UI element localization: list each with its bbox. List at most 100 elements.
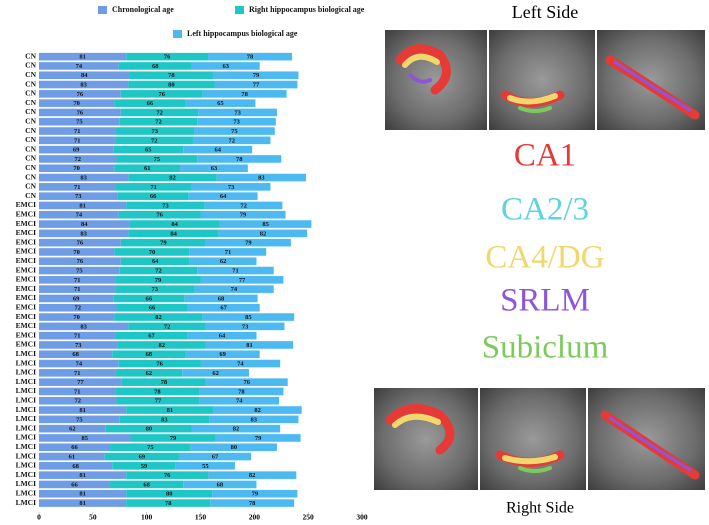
- data-label: 71: [74, 333, 81, 340]
- bar-segment: [208, 471, 297, 479]
- y-tick-label: CN: [25, 182, 36, 191]
- bar-segment: [39, 62, 119, 70]
- y-tick-label: LMCI: [16, 395, 36, 404]
- bar-segment: [120, 257, 190, 266]
- bar-segment: [39, 127, 116, 135]
- data-label: 82: [158, 342, 165, 349]
- bar-segment: [191, 424, 281, 433]
- data-label: 79: [155, 277, 162, 284]
- segmentation: [385, 44, 700, 480]
- data-label: 81: [79, 54, 86, 61]
- bar-segment: [129, 71, 214, 80]
- x-tick-label: 250: [303, 513, 315, 522]
- bar-segment: [213, 71, 299, 80]
- bar-segment: [39, 443, 111, 452]
- bar-segment: [113, 145, 184, 154]
- y-tick-label: CN: [25, 79, 36, 88]
- data-label: 72: [164, 323, 171, 330]
- data-label: 73: [151, 128, 158, 135]
- x-tick-label: 100: [141, 513, 153, 522]
- data-label: 72: [240, 202, 247, 209]
- bar-segment: [197, 117, 276, 126]
- data-label: 73: [233, 119, 240, 126]
- data-label: 74: [76, 212, 83, 219]
- bar-segment: [178, 452, 252, 461]
- data-label: 81: [246, 342, 253, 349]
- data-label: 77: [155, 398, 162, 405]
- bar-segment: [39, 220, 130, 228]
- data-label: 66: [71, 444, 78, 451]
- bar-segment: [116, 155, 198, 163]
- data-label: 78: [247, 54, 254, 61]
- bar-segment: [39, 452, 105, 461]
- bar-segment: [39, 238, 121, 247]
- bar-segment: [39, 322, 129, 331]
- y-tick-label: LMCI: [16, 433, 36, 442]
- data-label: 71: [74, 370, 81, 377]
- y-tick-label: CN: [25, 51, 36, 60]
- bar-segment: [39, 331, 116, 340]
- data-label: 83: [80, 175, 87, 182]
- bar-segment: [128, 229, 219, 238]
- data-label: 80: [168, 82, 175, 89]
- mri-image: [489, 30, 595, 130]
- data-label: 71: [225, 249, 232, 256]
- data-label: 70: [73, 249, 80, 256]
- data-label: 76: [158, 91, 165, 98]
- bar-segment: [120, 90, 203, 98]
- data-label: 76: [156, 212, 163, 219]
- bar-segment: [39, 229, 129, 238]
- region-label: CA4/DG: [485, 240, 604, 276]
- y-tick-label: LMCI: [16, 451, 36, 460]
- data-label: 66: [71, 481, 78, 488]
- data-label: 77: [253, 82, 260, 89]
- y-tick-label: EMCI: [16, 302, 36, 311]
- data-label: 64: [214, 147, 221, 154]
- data-label: 74: [231, 286, 238, 293]
- data-label: 79: [160, 240, 167, 247]
- bar-segment: [205, 238, 291, 247]
- y-tick-label: LMCI: [16, 368, 36, 377]
- data-label: 84: [170, 230, 177, 237]
- data-label: 78: [161, 379, 168, 386]
- bar-segment: [205, 378, 288, 386]
- bar-segment: [110, 480, 184, 489]
- bar-segment: [121, 378, 206, 386]
- data-label: 81: [79, 202, 86, 209]
- data-label: 59: [141, 463, 148, 470]
- bar-segment: [39, 266, 120, 275]
- y-tick-label: LMCI: [16, 405, 36, 414]
- bar-segment: [114, 313, 203, 321]
- bar-segment: [128, 80, 215, 89]
- y-tick-label: CN: [25, 172, 36, 181]
- bar-segment: [126, 489, 213, 498]
- bar-segment: [39, 471, 127, 479]
- left-side-title: Left Side: [512, 2, 578, 22]
- y-tick-label: CN: [25, 98, 36, 107]
- y-tick-label: EMCI: [16, 321, 36, 330]
- data-label: 66: [150, 193, 157, 200]
- bar-segment: [39, 341, 118, 349]
- bar-segment: [194, 127, 275, 135]
- bar-segment: [39, 210, 119, 219]
- data-label: 62: [69, 426, 76, 433]
- bar-segment: [39, 499, 127, 507]
- bar-segment: [39, 155, 117, 163]
- data-label: 84: [81, 221, 88, 228]
- data-label: 78: [241, 91, 248, 98]
- bar-segment: [116, 396, 200, 405]
- data-label: 73: [151, 286, 158, 293]
- bar-segment: [39, 108, 121, 117]
- bar-segment: [200, 210, 286, 219]
- bar-segment: [39, 285, 116, 293]
- data-label: 83: [251, 416, 258, 423]
- bar-segment: [202, 313, 295, 321]
- y-tick-label: LMCI: [16, 442, 36, 451]
- bar-segment: [39, 303, 117, 312]
- data-label: 64: [220, 193, 227, 200]
- bar-segment: [39, 248, 115, 256]
- y-tick-label: EMCI: [16, 265, 36, 274]
- bar-segment: [39, 424, 106, 433]
- bar-segment: [126, 406, 214, 414]
- data-label: 71: [74, 277, 81, 284]
